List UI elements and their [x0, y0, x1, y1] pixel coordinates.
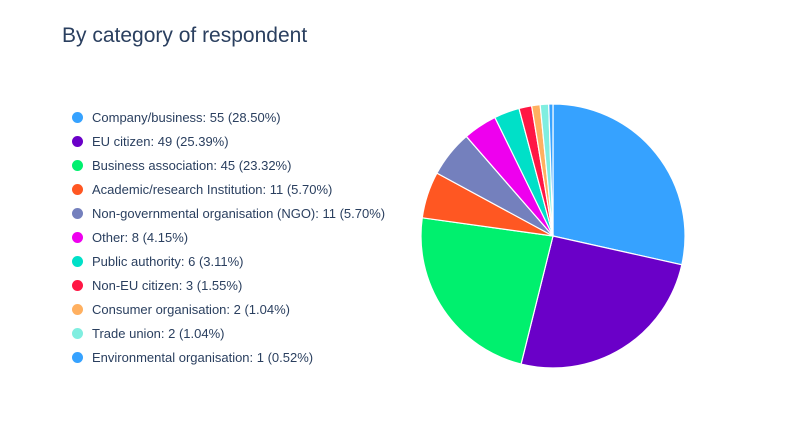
legend-item[interactable]: EU citizen: 49 (25.39%): [72, 129, 402, 153]
pie-slice[interactable]: [552, 103, 686, 266]
legend-label: Non-EU citizen: 3 (1.55%): [92, 277, 243, 293]
legend-item[interactable]: Public authority: 6 (3.11%): [72, 249, 402, 273]
legend-label: Business association: 45 (23.32%): [92, 157, 292, 173]
pie-slice[interactable]: [420, 217, 554, 365]
legend-item[interactable]: Trade union: 2 (1.04%): [72, 321, 402, 345]
chart-title: By category of respondent: [62, 24, 308, 47]
pie-slice[interactable]: [548, 103, 554, 237]
legend-item[interactable]: Academic/research Institution: 11 (5.70%…: [72, 177, 402, 201]
legend-swatch: [72, 183, 83, 195]
legend-label: Company/business: 55 (28.50%): [92, 109, 281, 125]
legend-label: Environmental organisation: 1 (0.52%): [92, 349, 314, 365]
legend-label: Other: 8 (4.15%): [92, 229, 189, 245]
legend-label: EU citizen: 49 (25.39%): [92, 133, 229, 149]
legend-swatch: [72, 255, 83, 267]
legend-label: Public authority: 6 (3.11%): [92, 253, 244, 269]
legend-swatch: [72, 135, 83, 147]
legend-swatch: [72, 351, 83, 363]
legend-swatch: [72, 231, 83, 243]
legend-item[interactable]: Business association: 45 (23.32%): [72, 153, 402, 177]
legend-label: Trade union: 2 (1.04%): [92, 325, 225, 341]
legend: Company/business: 55 (28.50%) EU citizen:…: [72, 105, 402, 369]
legend-swatch: [72, 327, 83, 339]
legend-swatch: [72, 207, 83, 219]
legend-item[interactable]: Consumer organisation: 2 (1.04%): [72, 297, 402, 321]
legend-swatch: [72, 303, 83, 315]
legend-label: Academic/research Institution: 11 (5.70%…: [92, 181, 333, 197]
legend-item[interactable]: Other: 8 (4.15%): [72, 225, 402, 249]
legend-swatch: [72, 279, 83, 291]
legend-swatch: [72, 159, 83, 171]
legend-label: Non-governmental organisation (NGO): 11 …: [92, 205, 386, 221]
legend-item[interactable]: Non-EU citizen: 3 (1.55%): [72, 273, 402, 297]
legend-item[interactable]: Non-governmental organisation (NGO): 11 …: [72, 201, 402, 225]
legend-swatch: [72, 111, 83, 123]
legend-item[interactable]: Company/business: 55 (28.50%): [72, 105, 402, 129]
legend-label: Consumer organisation: 2 (1.04%): [92, 301, 290, 317]
legend-item[interactable]: Environmental organisation: 1 (0.52%): [72, 345, 402, 369]
pie-slice[interactable]: [520, 235, 683, 369]
